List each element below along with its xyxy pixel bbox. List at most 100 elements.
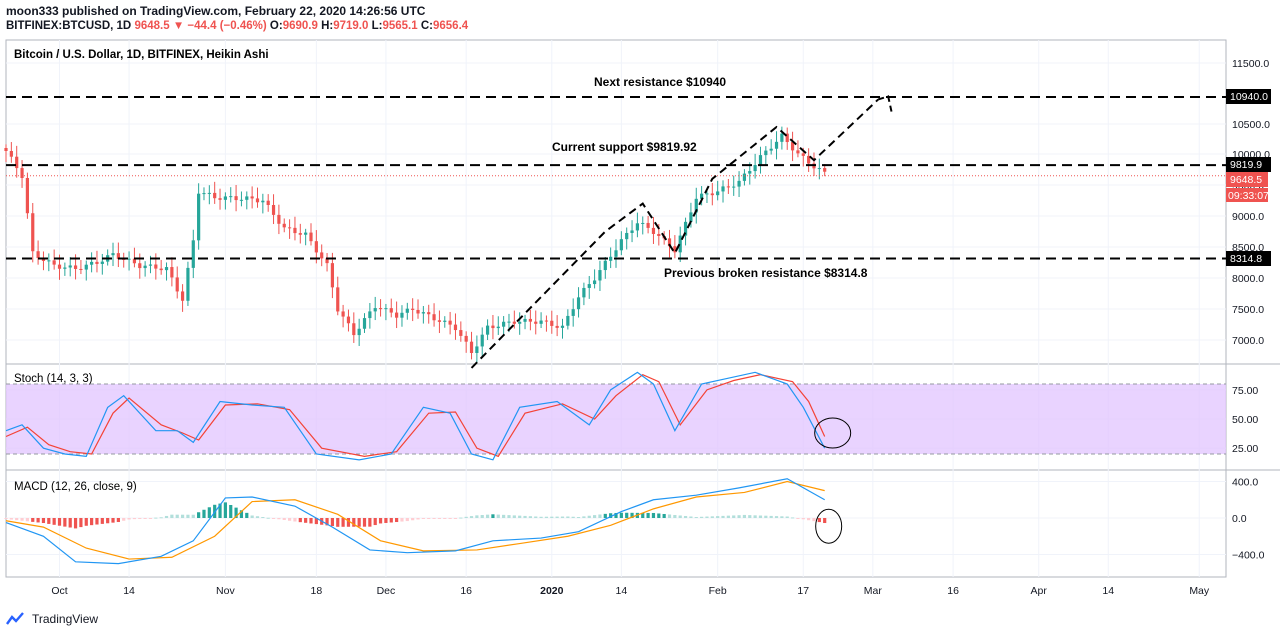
candle-body (657, 233, 661, 237)
grid (6, 40, 1226, 577)
candle-body (518, 321, 522, 324)
candle-body (47, 260, 51, 262)
candle-body (555, 325, 559, 328)
macd-bar (539, 516, 543, 518)
candle-body (368, 311, 372, 319)
candle-body (705, 193, 709, 195)
candle (560, 318, 565, 339)
candle (250, 186, 254, 209)
macd-bar (673, 514, 677, 518)
candle (116, 242, 120, 268)
candle (175, 266, 179, 299)
candle (229, 187, 233, 203)
macd-bar (106, 518, 110, 524)
candle (464, 331, 468, 353)
macd-bar (287, 518, 292, 521)
macd-bar (534, 516, 538, 518)
candle-body (20, 168, 24, 178)
macd-bar (368, 518, 372, 527)
candle-body (138, 263, 142, 269)
open-value: 9690.9 (282, 20, 318, 32)
macd-bar (443, 518, 447, 519)
projection-hook (877, 95, 894, 116)
candle-body (753, 165, 757, 172)
candle (469, 331, 474, 360)
candle (614, 239, 618, 268)
candle-body (823, 168, 827, 172)
macd-bar (411, 518, 415, 521)
candle-body (758, 155, 763, 166)
stoch-d-line (5, 373, 826, 458)
macd-bar (453, 518, 458, 519)
time-tick-12: Apr (1031, 585, 1048, 597)
macd-bar (31, 518, 35, 522)
candle-body (716, 191, 720, 196)
candle-body (143, 265, 147, 269)
candle-body (73, 265, 78, 269)
macd-bar (550, 516, 554, 518)
candle-body (421, 312, 425, 314)
macd-bar (271, 518, 276, 519)
stoch-tick-1: 50.00 (1232, 414, 1258, 426)
publish-info: moon333 published on TradingView.com, Fe… (6, 4, 425, 18)
candle (127, 251, 131, 271)
candle-body (229, 196, 233, 198)
candle-body (202, 193, 206, 195)
macd-bar (41, 518, 46, 524)
candle-body (298, 233, 302, 235)
candle (234, 184, 238, 212)
macd-bar (154, 517, 158, 519)
candle-body (304, 232, 308, 235)
macd-bar (592, 515, 597, 518)
candle (180, 284, 185, 312)
candle (352, 312, 356, 343)
macd-bar (780, 516, 784, 518)
candle-body (700, 193, 704, 199)
candle-body (667, 238, 672, 247)
footer-brand[interactable]: TradingView (6, 611, 98, 627)
macd-bar (823, 518, 827, 524)
candle (475, 335, 479, 363)
candle (785, 127, 789, 150)
candle-body (175, 277, 179, 292)
candle (41, 251, 46, 271)
macd-bar (186, 514, 190, 518)
macd-bar (427, 518, 431, 519)
macd-bar (143, 518, 147, 519)
time-tick-14: May (1189, 585, 1210, 597)
macd-tick-0: 400.0 (1232, 477, 1258, 489)
candle (293, 216, 297, 241)
macd-bar (432, 518, 436, 519)
candle-body (384, 308, 388, 310)
time-tick-7: 14 (616, 585, 628, 597)
macd-bar (598, 514, 602, 518)
candle (448, 311, 452, 335)
candle (753, 153, 757, 179)
candle (298, 223, 302, 244)
macd-bar (405, 518, 409, 522)
candle-body (36, 251, 40, 259)
candle-body (582, 287, 586, 298)
macd-bar (587, 515, 591, 518)
candle (79, 259, 83, 275)
candle (287, 219, 292, 239)
candle (651, 217, 656, 244)
macd-bar (560, 516, 565, 518)
candle (673, 235, 677, 259)
macd-bar (138, 518, 142, 519)
macd-bar (512, 515, 516, 518)
time-tick-1: 14 (123, 585, 135, 597)
main-chart-title: Bitcoin / U.S. Dollar, 1D, BITFINEX, Hei… (14, 49, 269, 61)
candle (571, 298, 575, 327)
candle (31, 202, 35, 263)
broken-price-label: 8314.8 (1230, 253, 1262, 265)
macd-bar (603, 513, 607, 518)
candle (68, 257, 72, 277)
macd-bar (630, 512, 634, 518)
candle (710, 182, 714, 206)
macd-bar (737, 515, 741, 518)
candle (4, 144, 8, 163)
candle (582, 282, 586, 306)
candle (807, 148, 811, 172)
